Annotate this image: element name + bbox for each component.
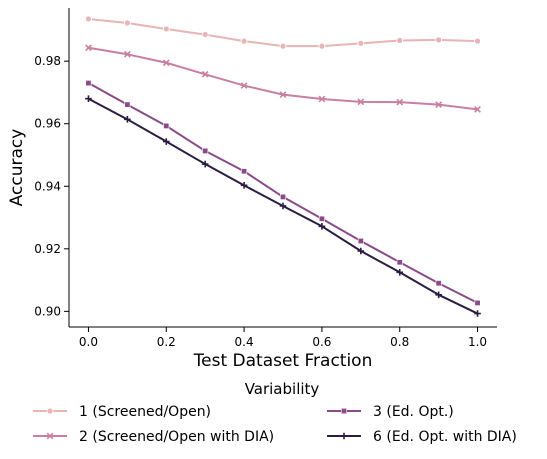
x-tick-label: 0.8 [390, 335, 409, 349]
axes: 0.0 0.2 0.4 0.6 0.8 1.0 0.90 0.92 0.94 0.96 0.98 [34, 8, 497, 349]
data-point [279, 42, 287, 50]
series-line [88, 46, 478, 111]
legend-item: 2 (Screened/Open with DIA) [33, 429, 274, 445]
series-4 [85, 95, 481, 317]
x-tick-label: 1.0 [468, 335, 487, 349]
data-point [124, 101, 131, 108]
data-point [435, 291, 442, 299]
data-point [123, 19, 131, 27]
data-point [357, 39, 365, 47]
legend-title: Variability [245, 380, 320, 398]
data-point [396, 268, 404, 276]
data-point [279, 193, 286, 200]
data-point [201, 160, 209, 168]
data-point [318, 215, 325, 222]
data-point [474, 105, 481, 113]
legend-marker [46, 432, 54, 440]
data-point [201, 70, 209, 78]
data-point [240, 37, 248, 45]
data-point [318, 95, 326, 103]
data-point [201, 31, 209, 38]
data-point [396, 259, 403, 266]
y-tick-label: 0.90 [34, 304, 61, 318]
data-point [435, 280, 442, 287]
legend-label: 2 (Screened/Open with DIA) [79, 429, 274, 445]
series-3 [85, 80, 481, 306]
data-point [474, 310, 481, 317]
legend-label: 3 (Ed. Opt.) [373, 404, 454, 420]
data-point [123, 50, 131, 58]
data-point [318, 42, 326, 50]
data-point [240, 182, 248, 189]
data-point [474, 299, 481, 306]
legend-label: 1 (Screened/Open) [79, 404, 211, 420]
legend-item: 1 (Screened/Open) [33, 404, 211, 420]
y-tick-label: 0.92 [34, 242, 61, 256]
data-point [85, 44, 92, 52]
data-point [357, 98, 365, 106]
data-point [318, 222, 326, 230]
y-tick-label: 0.96 [34, 117, 61, 131]
legend-marker [340, 432, 348, 440]
data-point [396, 98, 404, 106]
data-point [162, 59, 170, 67]
data-point [474, 37, 481, 45]
y-tick-label: 0.98 [34, 54, 61, 68]
data-point [279, 91, 287, 98]
legend-item: 3 (Ed. Opt.) [327, 404, 454, 420]
series-1 [85, 15, 481, 50]
series-2 [85, 44, 481, 113]
data-point [85, 80, 92, 87]
y-tick-label: 0.94 [34, 179, 61, 193]
x-tick-label: 0.6 [312, 335, 331, 349]
plot-area [85, 15, 481, 317]
data-point [240, 82, 248, 89]
series-line [87, 82, 479, 304]
data-point [163, 122, 170, 129]
x-axis-title: Test Dataset Fraction [193, 351, 373, 371]
legend-item: 6 (Ed. Opt. with DIA) [327, 429, 517, 445]
data-point [162, 25, 170, 33]
data-point [435, 101, 443, 109]
data-point [241, 168, 248, 175]
x-tick-label: 0.0 [79, 335, 98, 349]
data-point [85, 95, 92, 102]
data-point [124, 116, 131, 123]
series-line [88, 17, 478, 48]
legend: Variability 1 (Screened/Open) 2 (Screened… [33, 380, 517, 445]
data-point [85, 15, 92, 23]
legend-label: 6 (Ed. Opt. with DIA) [373, 429, 517, 445]
data-point [202, 147, 209, 154]
data-point [162, 138, 170, 145]
legend-marker [46, 407, 54, 415]
data-point [357, 247, 365, 255]
data-point [279, 202, 287, 210]
x-tick-label: 0.4 [235, 335, 254, 349]
y-axis-title: Accuracy [7, 129, 27, 207]
legend-marker [340, 407, 347, 414]
x-tick-label: 0.2 [157, 335, 176, 349]
data-point [357, 237, 364, 244]
data-point [435, 36, 443, 44]
data-point [396, 37, 404, 44]
